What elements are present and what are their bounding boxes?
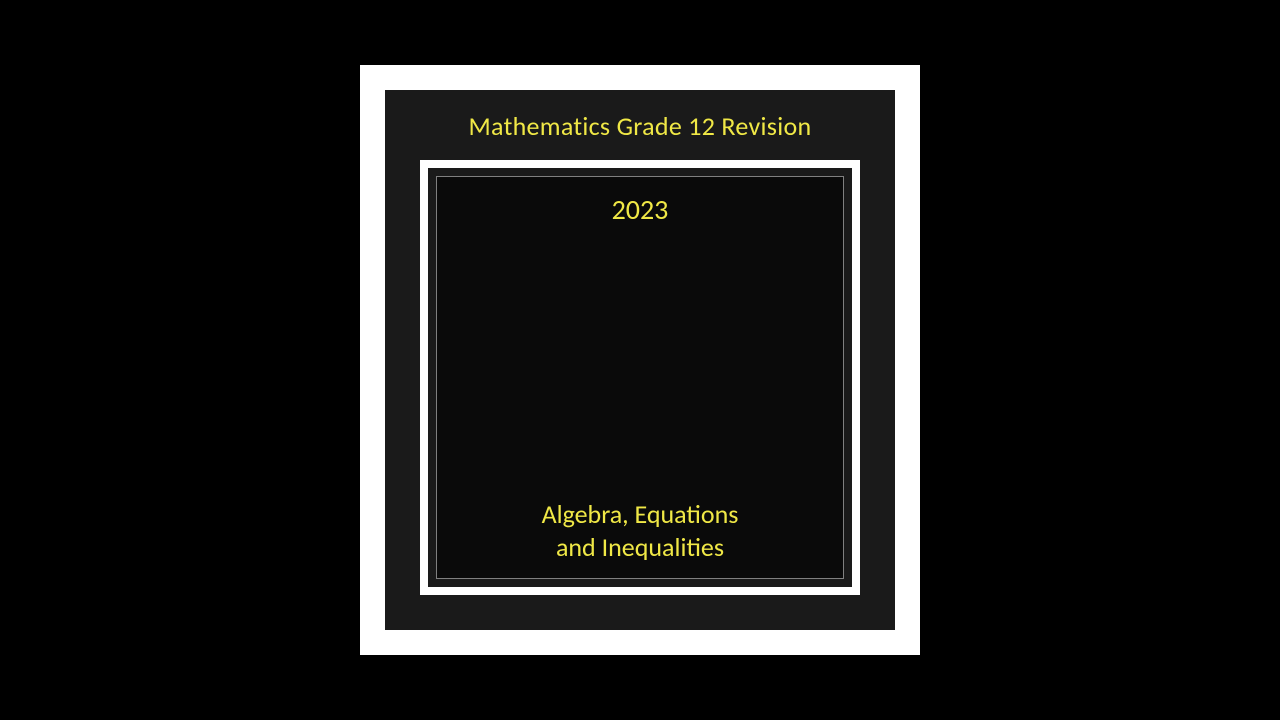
- inner-frame: 2023 Algebra, Equations and Inequalities: [420, 160, 860, 595]
- inner-content: 2023 Algebra, Equations and Inequalities: [436, 176, 844, 579]
- year-text: 2023: [612, 192, 669, 227]
- topic-text: Algebra, Equations and Inequalities: [542, 498, 739, 563]
- outer-frame: Mathematics Grade 12 Revision 2023 Algeb…: [360, 65, 920, 655]
- topic-line-1: Algebra, Equations: [542, 498, 739, 530]
- topic-line-2: and Inequalities: [556, 531, 724, 563]
- middle-frame: Mathematics Grade 12 Revision 2023 Algeb…: [385, 90, 895, 630]
- title-text: Mathematics Grade 12 Revision: [469, 110, 812, 142]
